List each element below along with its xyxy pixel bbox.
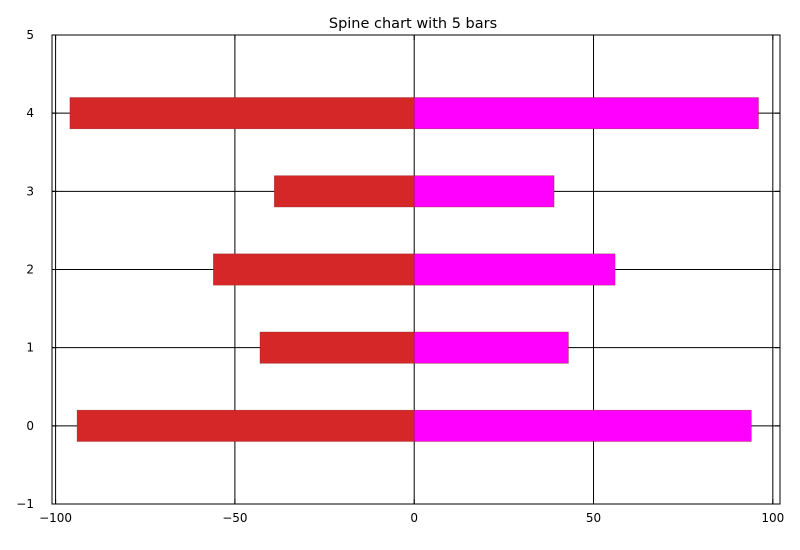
y-tick-label: 3: [26, 184, 34, 198]
bar-left: [259, 331, 415, 364]
y-tick-label: 0: [26, 419, 34, 433]
bar-right: [413, 97, 759, 130]
bar-right: [413, 331, 569, 364]
chart-title: Spine chart with 5 bars: [329, 16, 497, 32]
bar-left: [274, 175, 415, 208]
bar-left: [69, 97, 415, 130]
y-tick-label: 2: [26, 263, 34, 277]
y-tick-label: −1: [16, 497, 34, 511]
y-tick-label: 5: [26, 28, 34, 42]
x-tick-label: 0: [410, 511, 418, 525]
x-tick-label: 50: [586, 511, 601, 525]
y-tick-label: 4: [26, 106, 34, 120]
x-tick-label: −50: [222, 511, 247, 525]
x-tick-label: 100: [761, 511, 784, 525]
ticks: −100 −50 0 50 100 −1 0 1 2 3 4 5: [16, 28, 784, 525]
bar-right: [413, 409, 752, 442]
x-tick-label: −100: [39, 511, 72, 525]
bar-left: [213, 253, 415, 286]
bars: [69, 97, 759, 442]
bar-right: [413, 253, 616, 286]
y-tick-label: 1: [26, 341, 34, 355]
bar-left: [76, 409, 415, 442]
bar-right: [413, 175, 555, 208]
